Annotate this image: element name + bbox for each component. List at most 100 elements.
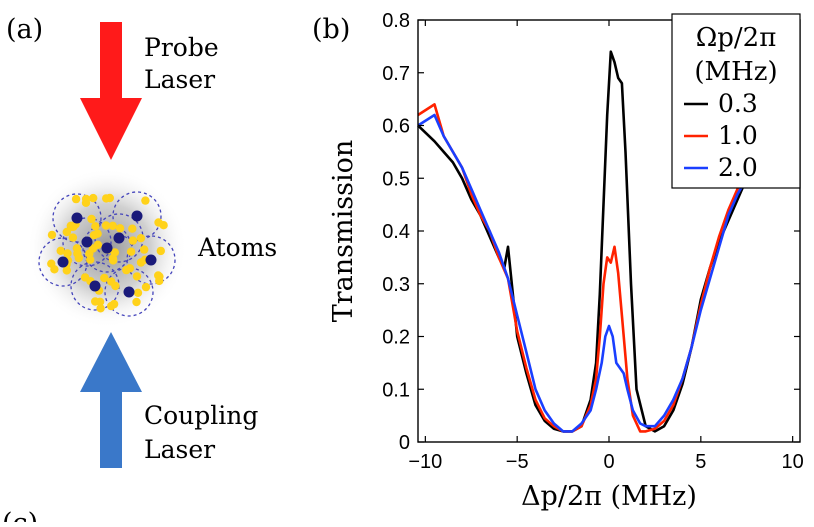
small-atom-15	[87, 214, 96, 224]
atoms-label: Atoms	[197, 233, 277, 262]
small-atom-36	[95, 297, 105, 306]
small-atom-13	[128, 236, 138, 245]
small-atom-23	[73, 249, 82, 258]
coupling-arrow-shaft	[100, 390, 122, 468]
small-atom-63	[107, 277, 116, 286]
coupling-label-line2: Laser	[144, 435, 215, 464]
y-tick-label: 0.3	[382, 274, 410, 296]
small-atom-59	[115, 224, 125, 233]
rydberg-atom-0	[101, 242, 113, 254]
small-atom-67	[86, 255, 95, 264]
small-atom-38	[154, 218, 163, 227]
small-atom-54	[71, 194, 81, 204]
small-atom-60	[88, 244, 98, 253]
rydberg-atom-7	[81, 236, 93, 248]
small-atom-39	[102, 194, 111, 203]
small-atom-68	[63, 249, 72, 258]
legend-entry-1.0: 1.0	[718, 121, 758, 150]
rydberg-atom-2	[131, 210, 143, 222]
small-atom-69	[156, 246, 165, 256]
coupling-arrow-head	[80, 332, 142, 392]
y-tick-label: 0.7	[382, 63, 410, 85]
legend-entry-0.3: 0.3	[718, 89, 758, 118]
y-ticks: 0 0.1 0.2 0.3 0.4 0.5 0.6 0.7 0.8	[382, 10, 800, 454]
small-atom-51	[128, 224, 137, 233]
x-axis-label: Δp/2π (MHz)	[521, 481, 697, 512]
panel-b-label: (b)	[312, 14, 350, 45]
x-tick-label: 5	[695, 451, 706, 473]
small-atom-34	[100, 273, 109, 283]
x-tick-label: −5	[506, 451, 529, 473]
y-tick-label: 0.4	[382, 221, 410, 243]
coupling-label-line1: Coupling	[144, 401, 258, 430]
legend-entry-2.0: 2.0	[718, 153, 758, 182]
x-tick-label: 0	[603, 451, 614, 473]
probe-label-line2: Laser	[144, 65, 215, 94]
x-ticks: −10 −5 0 5 10	[408, 20, 804, 473]
small-atom-66	[89, 231, 99, 240]
small-atom-43	[81, 194, 91, 204]
rydberg-atom-1	[71, 212, 83, 224]
small-atom-57	[110, 248, 120, 257]
probe-label-line1: Probe	[144, 33, 219, 62]
small-atom-48	[47, 259, 56, 268]
panel-a-label: (a)	[6, 14, 43, 45]
series-layer	[417, 50, 748, 433]
legend-title-line1: Ωp/2π	[696, 23, 777, 53]
small-atom-26	[122, 265, 131, 275]
panel-b: (b) −10 −5 0 5 10 0 0.1 0.2 0.3 0.4 0.5 0.6 0.7 0.8 …	[312, 10, 804, 512]
blockade-sphere-6	[104, 267, 154, 317]
y-tick-label: 0	[399, 432, 410, 454]
y-tick-label: 0.6	[382, 116, 410, 138]
x-tick-label: −10	[408, 451, 442, 473]
small-atom-12	[132, 272, 142, 281]
probe-arrow-icon	[80, 22, 142, 160]
next-panel-label: (c)	[2, 508, 38, 522]
small-atom-49	[66, 221, 76, 230]
small-atom-50	[141, 282, 151, 292]
small-atom-19	[133, 288, 143, 297]
panel-a: (a) Probe Laser Atoms Coupling Laser (c)	[2, 14, 277, 527]
rydberg-atom-4	[145, 254, 157, 266]
y-tick-label: 0.1	[382, 379, 410, 401]
small-atom-35	[101, 221, 111, 230]
small-atom-0	[56, 246, 65, 255]
legend-box	[671, 13, 801, 189]
rydberg-atom-3	[57, 256, 69, 268]
small-atom-18	[68, 233, 78, 242]
series-line-2.0	[417, 113, 748, 433]
series-line-0.3	[417, 50, 748, 433]
coupling-arrow-icon	[80, 332, 142, 468]
rydberg-atom-6	[123, 286, 135, 298]
small-atom-47	[155, 276, 164, 286]
small-atom-45	[140, 245, 149, 254]
small-atom-58	[47, 230, 57, 240]
y-tick-label: 0.5	[382, 168, 410, 190]
small-atom-53	[89, 193, 98, 203]
rydberg-atom-5	[89, 280, 101, 292]
legend-items: 0.3 1.0 2.0	[684, 89, 758, 182]
legend-title-line2: (MHz)	[694, 57, 777, 87]
blockade-sphere-4	[126, 235, 176, 285]
blockade-sphere-7	[62, 217, 112, 267]
small-atom-30	[136, 234, 146, 243]
small-atom-14	[62, 266, 71, 275]
small-atom-62	[136, 258, 146, 267]
y-tick-label: 0.2	[382, 327, 410, 349]
probe-arrow-shaft	[100, 22, 122, 100]
atom-large-dots	[57, 210, 157, 298]
atom-cloud-icon	[27, 168, 187, 328]
probe-arrow-head	[80, 98, 142, 160]
transmission-chart: −10 −5 0 5 10 0 0.1 0.2 0.3 0.4 0.5 0.6 0.7 0.8 Tran…	[328, 10, 804, 512]
small-atom-52	[126, 247, 136, 256]
y-axis-label: Transmission	[328, 140, 359, 323]
rydberg-atom-8	[113, 232, 125, 244]
small-atom-64	[108, 221, 118, 230]
small-atom-37	[141, 196, 150, 205]
small-atom-16	[132, 297, 141, 307]
y-tick-label: 0.8	[382, 10, 410, 32]
small-atom-55	[109, 299, 119, 309]
small-atom-44	[96, 304, 105, 313]
legend: Ωp/2π (MHz) 0.3 1.0 2.0	[671, 13, 801, 189]
